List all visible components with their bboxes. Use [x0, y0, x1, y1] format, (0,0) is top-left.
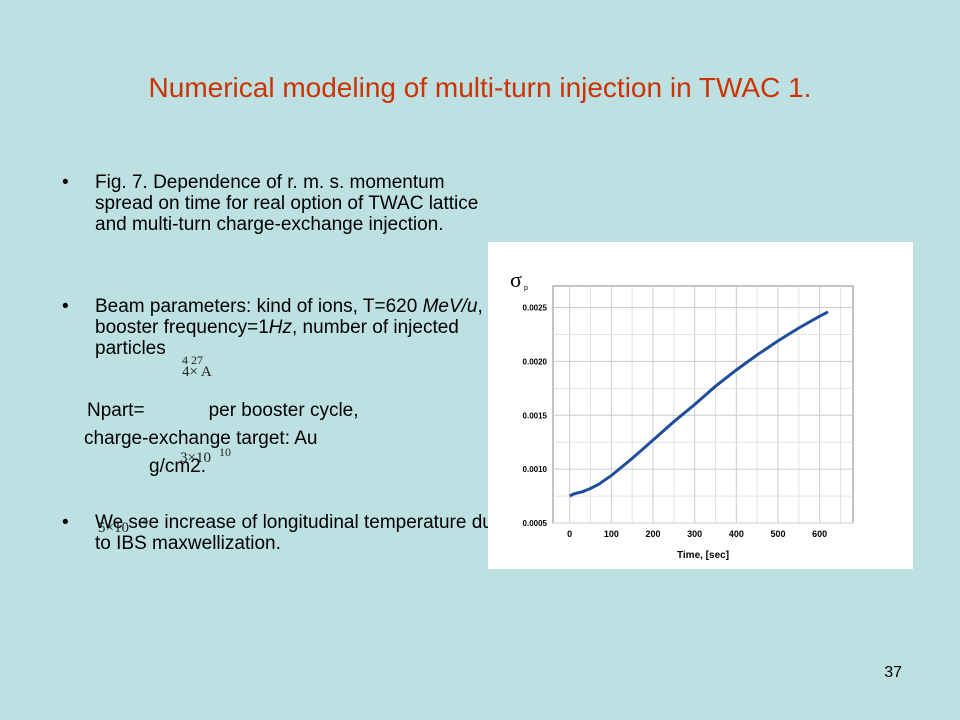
target-value: 5×10 — [98, 520, 129, 536]
y-tick-labels: 0.0005 0.0010 0.0015 0.0020 0.0025 — [523, 304, 548, 528]
bullet-text: , number of injected particles — [95, 317, 459, 359]
bullet-text-italic: MeV/u — [422, 296, 478, 317]
slide-title: Numerical modeling of multi-turn injecti… — [148, 72, 812, 103]
bullet-dot: • — [62, 172, 69, 193]
bullet-text: , booster frequency=1 — [95, 296, 483, 338]
x-tick-label: 600 — [812, 529, 827, 539]
grid — [553, 286, 853, 524]
y-tick-label: 0.0005 — [523, 519, 548, 528]
npart-line: Npart= per booster cycle, — [87, 400, 359, 421]
y-tick-label: 0.0010 — [523, 465, 548, 474]
x-tick-label: 300 — [687, 529, 702, 539]
x-axis-label: Time, [sec] — [677, 550, 729, 561]
bullet-figure-caption: • Fig. 7. Dependence of r. m. s. momentu… — [62, 172, 505, 235]
x-tick-label: 100 — [604, 529, 619, 539]
bullet-conclusion: • We see increase of longitudinal temper… — [62, 512, 505, 554]
x-tick-label: 200 — [645, 529, 660, 539]
bullet-text: Fig. 7. Dependence of r. m. s. momentum … — [95, 172, 479, 235]
x-tick-labels: 0 100 200 300 400 500 600 — [567, 529, 827, 539]
series-line — [568, 310, 829, 498]
bullet-text: Beam parameters: kind of ions, T=620 — [95, 296, 423, 317]
x-tick-label: 500 — [770, 529, 785, 539]
bullet-beam-parameters: • Beam parameters: kind of ions, T=620 M… — [62, 296, 505, 359]
units-line: g/cm2. — [149, 456, 207, 477]
bullet-dot: • — [62, 512, 69, 533]
npart-label: Npart= — [87, 400, 145, 421]
x-tick-label: 400 — [729, 529, 744, 539]
npart-value: 3×10 — [180, 450, 211, 466]
y-tick-label: 0.0015 — [523, 411, 548, 420]
bullet-dot: • — [62, 296, 69, 317]
target-exponent: -4 — [138, 514, 148, 528]
ion-superscript: 4 27 — [182, 353, 203, 367]
npart-suffix: per booster cycle, — [208, 400, 359, 421]
ion-formula: 4× A — [182, 364, 212, 380]
target-line: charge-exchange target: Au — [84, 428, 318, 449]
x-tick-label: 0 — [567, 529, 572, 539]
page-number: 37 — [884, 664, 902, 681]
y-tick-label: 0.0025 — [523, 304, 548, 313]
y-tick-label: 0.0020 — [523, 357, 548, 366]
npart-exponent: 10 — [219, 445, 231, 459]
bullet-text-italic: Hz — [268, 317, 292, 338]
y-axis-label: σ — [510, 267, 522, 292]
y-axis-label-subscript: p — [524, 285, 528, 292]
bullet-text: We see increase of longitudinal temperat… — [95, 512, 504, 554]
chart-svg: 0.0005 0.0010 0.0015 0.0020 0.0025 0 100 200 30… — [510, 267, 854, 561]
momentum-spread-chart: 0.0005 0.0010 0.0015 0.0020 0.0025 0 100 200 30… — [488, 242, 913, 569]
